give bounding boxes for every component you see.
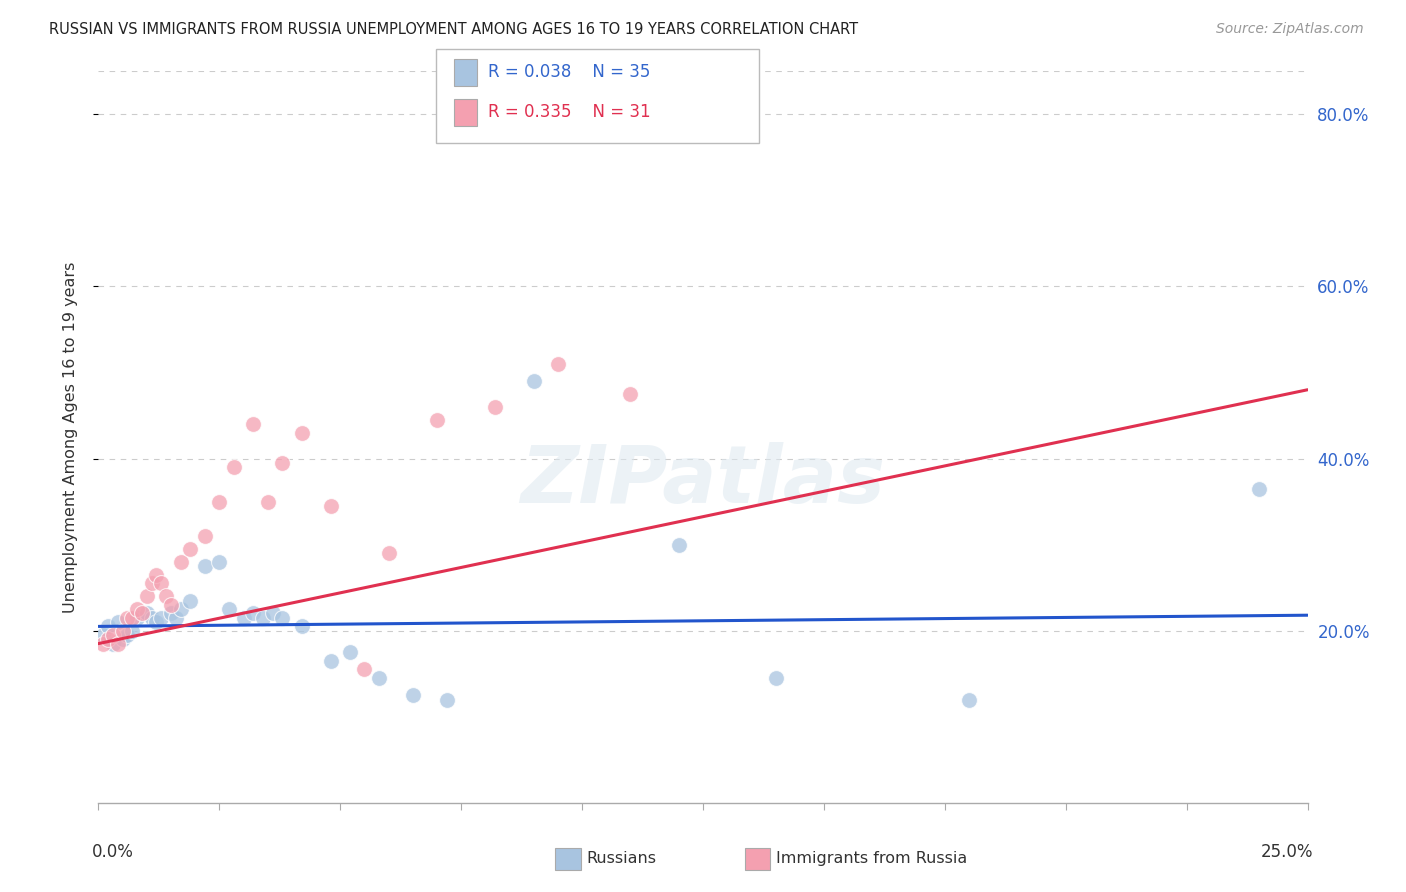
Point (155, 589, 177, 603)
Point (179, 593, 201, 607)
Point (484, 400, 506, 414)
Point (262, 607, 284, 621)
Point (135, 589, 157, 603)
Point (436, 692, 458, 706)
Point (319, 654, 342, 668)
Point (208, 555, 231, 569)
Point (135, 607, 157, 621)
Point (271, 611, 294, 625)
Text: R = 0.038    N = 35: R = 0.038 N = 35 (488, 63, 650, 81)
Point (141, 611, 163, 625)
Point (232, 611, 254, 625)
Point (1249, 482, 1271, 496)
Point (290, 619, 312, 633)
Point (194, 559, 217, 574)
Y-axis label: Unemployment Among Ages 16 to 19 years: Unemployment Among Ages 16 to 19 years (63, 261, 77, 613)
Point (101, 628, 124, 642)
Point (194, 529, 217, 543)
Point (957, 692, 980, 706)
Point (252, 611, 274, 625)
Point (160, 607, 183, 621)
Point (256, 494, 278, 508)
Point (402, 688, 425, 702)
Point (179, 541, 201, 556)
Point (107, 615, 129, 629)
Point (107, 637, 129, 651)
Point (131, 607, 153, 621)
Point (242, 417, 264, 432)
Point (141, 576, 163, 591)
Point (121, 611, 143, 625)
Point (353, 662, 375, 676)
Point (290, 425, 312, 440)
Point (619, 387, 641, 401)
Point (91, 628, 114, 642)
Text: Immigrants from Russia: Immigrants from Russia (776, 852, 967, 866)
Point (127, 602, 149, 616)
Point (97, 619, 120, 633)
Text: R = 0.335    N = 31: R = 0.335 N = 31 (488, 103, 651, 121)
Point (547, 357, 569, 371)
Point (426, 413, 449, 427)
Point (117, 628, 139, 642)
Text: Source: ZipAtlas.com: Source: ZipAtlas.com (1216, 22, 1364, 37)
Text: Russians: Russians (586, 852, 657, 866)
Point (242, 607, 264, 621)
Point (218, 602, 240, 616)
Point (765, 671, 787, 685)
Text: 0.0%: 0.0% (93, 843, 134, 861)
Point (339, 645, 361, 659)
Point (101, 637, 124, 651)
Point (97, 632, 120, 647)
Point (150, 576, 173, 591)
Point (208, 494, 231, 508)
Point (117, 611, 139, 625)
Point (127, 611, 149, 625)
Point (169, 602, 191, 616)
Point (377, 546, 399, 560)
Point (145, 615, 167, 629)
Point (150, 611, 173, 625)
Point (111, 632, 134, 647)
Point (222, 460, 245, 475)
Point (368, 671, 391, 685)
Point (319, 499, 342, 513)
Point (145, 567, 167, 582)
Point (169, 555, 191, 569)
Point (91, 637, 114, 651)
Text: 25.0%: 25.0% (1261, 843, 1313, 861)
Point (523, 374, 546, 388)
Point (668, 538, 690, 552)
Point (271, 456, 294, 470)
Point (160, 598, 183, 612)
Text: RUSSIAN VS IMMIGRANTS FROM RUSSIA UNEMPLOYMENT AMONG AGES 16 TO 19 YEARS CORRELA: RUSSIAN VS IMMIGRANTS FROM RUSSIA UNEMPL… (49, 22, 858, 37)
Point (165, 611, 187, 625)
Text: ZIPatlas: ZIPatlas (520, 442, 886, 520)
Point (111, 624, 134, 638)
Point (121, 624, 143, 638)
